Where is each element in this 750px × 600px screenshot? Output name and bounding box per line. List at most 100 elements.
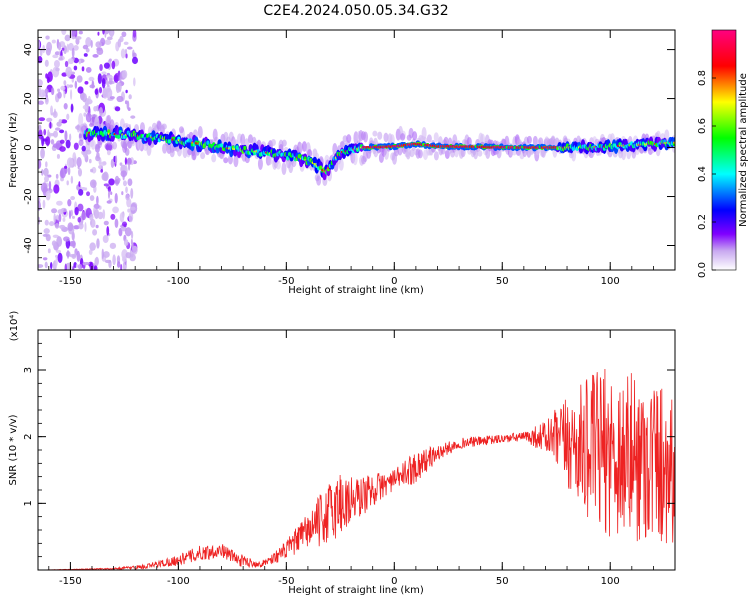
- noise-cell: [96, 195, 99, 205]
- noise-cell: [103, 62, 110, 69]
- noise-cell: [64, 263, 67, 270]
- noise-cell: [64, 130, 68, 142]
- noise-cell: [66, 180, 69, 186]
- noise-cell: [81, 145, 86, 152]
- noise-cell: [38, 129, 43, 140]
- ridge-haze: [664, 129, 670, 141]
- spectrogram-marks: [38, 30, 675, 270]
- noise-cell: [42, 257, 48, 261]
- noise-cell: [89, 242, 96, 251]
- noise-cell: [88, 158, 92, 164]
- noise-cell: [82, 105, 88, 110]
- spectrogram-x-label: Height of straight line (km): [288, 285, 424, 296]
- noise-cell: [94, 256, 99, 266]
- noise-cell: [38, 79, 43, 87]
- noise-cell: [66, 43, 70, 53]
- noise-cell: [49, 121, 52, 129]
- noise-cell: [74, 80, 78, 89]
- noise-cell: [52, 54, 59, 59]
- ridge-haze: [339, 141, 345, 148]
- noise-cell: [106, 75, 113, 79]
- noise-cell: [72, 265, 75, 270]
- noise-cell: [78, 30, 83, 35]
- noise-cell: [77, 264, 83, 270]
- noise-cell: [45, 73, 48, 79]
- noise-cell: [114, 218, 119, 229]
- noise-cell: [103, 183, 110, 187]
- noise-cell: [132, 245, 138, 255]
- noise-cell: [72, 240, 76, 249]
- noise-cell: [119, 72, 122, 84]
- noise-cell: [91, 80, 95, 89]
- noise-cell: [116, 95, 124, 103]
- snr-y-multiplier: (x10⁴): [9, 311, 20, 342]
- noise-cell: [69, 89, 73, 100]
- noise-cell: [110, 30, 114, 38]
- noise-cell: [45, 35, 50, 40]
- ridge-haze: [377, 131, 383, 140]
- noise-cell: [45, 161, 48, 168]
- noise-cell: [60, 85, 66, 91]
- x-tick-label: 0: [391, 276, 397, 287]
- noise-cell: [130, 206, 136, 211]
- noise-cell: [59, 146, 66, 152]
- colorbar-label: Normalized spectral amplitude: [738, 73, 749, 227]
- noise-cell: [126, 100, 130, 110]
- figure-title: C2E4.2024.050.05.34.G32: [263, 3, 448, 19]
- noise-cell: [46, 117, 53, 122]
- noise-cell: [63, 90, 66, 99]
- y-tick-label: 2: [23, 433, 34, 439]
- noise-cell: [38, 201, 41, 211]
- noise-cell: [81, 66, 85, 72]
- noise-cell: [110, 213, 116, 220]
- noise-cell: [44, 59, 49, 67]
- noise-cell: [98, 86, 103, 94]
- x-tick-label: -100: [167, 276, 190, 287]
- noise-cell: [78, 189, 84, 196]
- noise-cell: [55, 67, 60, 72]
- noise-cell: [121, 70, 128, 79]
- noise-cell: [59, 129, 65, 134]
- ridge-haze: [417, 149, 423, 159]
- noise-cell: [83, 53, 88, 57]
- noise-cell: [132, 56, 139, 65]
- noise-cell: [64, 60, 69, 68]
- noise-cell: [52, 143, 60, 148]
- noise-cell: [89, 262, 94, 270]
- x-tick-label: 100: [601, 276, 620, 287]
- noise-cell: [95, 41, 102, 48]
- noise-cell: [105, 143, 113, 152]
- noise-cell: [123, 41, 129, 46]
- noise-cell: [66, 113, 70, 120]
- x-tick-label: -100: [167, 576, 190, 587]
- noise-cell: [106, 226, 110, 236]
- noise-cell: [123, 239, 129, 247]
- noise-cell: [101, 71, 107, 75]
- noise-cell: [79, 133, 82, 139]
- noise-cell: [70, 196, 75, 201]
- noise-cell: [78, 181, 81, 187]
- noise-cell: [73, 44, 79, 51]
- noise-cell: [56, 200, 63, 206]
- ridge-haze: [223, 157, 229, 164]
- noise-cell: [63, 45, 68, 54]
- noise-cell: [132, 52, 137, 58]
- ridge-haze: [240, 133, 246, 146]
- noise-cell: [101, 248, 104, 260]
- noise-cell: [38, 40, 41, 49]
- spectrogram-x-axis: -150 -100 -50 0 50 100: [48, 30, 676, 287]
- noise-cell: [66, 157, 74, 168]
- noise-cell: [53, 184, 60, 194]
- noise-cell: [110, 191, 113, 195]
- y-tick-label: 40: [23, 43, 34, 56]
- noise-cell: [38, 159, 42, 169]
- ridge-cell: [243, 145, 247, 151]
- ridge-haze: [267, 158, 273, 166]
- ridge-haze: [477, 150, 483, 157]
- noise-cell: [124, 227, 132, 237]
- noise-cell: [86, 191, 91, 197]
- ridge-haze: [440, 147, 446, 155]
- noise-cell: [90, 218, 96, 228]
- noise-cell: [98, 106, 103, 116]
- noise-cell: [93, 265, 98, 270]
